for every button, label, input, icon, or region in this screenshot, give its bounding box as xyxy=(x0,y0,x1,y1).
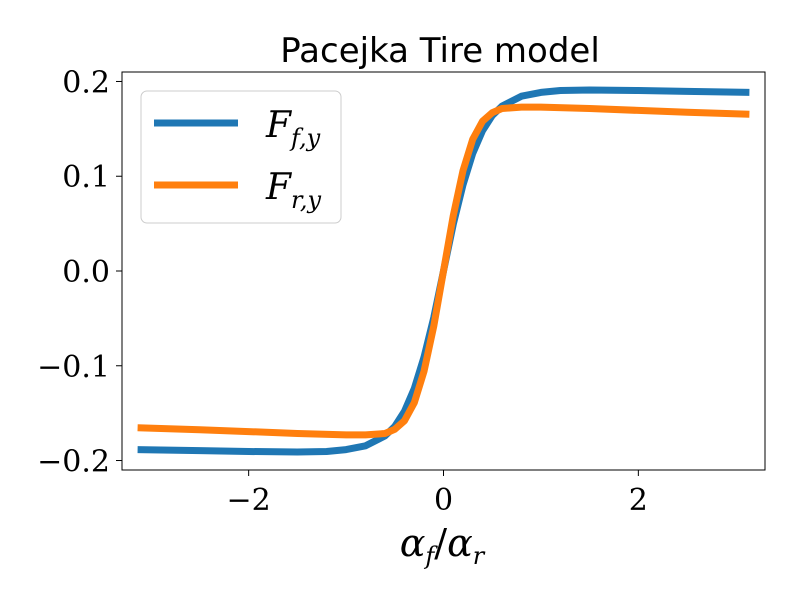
y-tick-label: 0.1 xyxy=(62,160,110,195)
y-tick-label: −0.2 xyxy=(37,445,110,480)
x-axis-label: αf/αr xyxy=(400,521,486,570)
y-tick-label: 0.2 xyxy=(62,65,110,100)
series-layer xyxy=(137,86,750,456)
axis-ticks: −2 0 2 −0.2 −0.1 0.0 0.1 0.2 xyxy=(37,65,648,518)
x-tick-label: −2 xyxy=(227,483,271,518)
x-tick-label: 2 xyxy=(629,483,648,518)
y-tick-label: −0.1 xyxy=(37,350,110,385)
legend: Ff,y Fr,y xyxy=(140,90,342,224)
chart-title: Pacejka Tire model xyxy=(280,31,600,71)
x-tick-label: 0 xyxy=(434,483,453,518)
series-line-fry xyxy=(137,103,750,439)
y-tick-label: 0.0 xyxy=(62,255,110,290)
